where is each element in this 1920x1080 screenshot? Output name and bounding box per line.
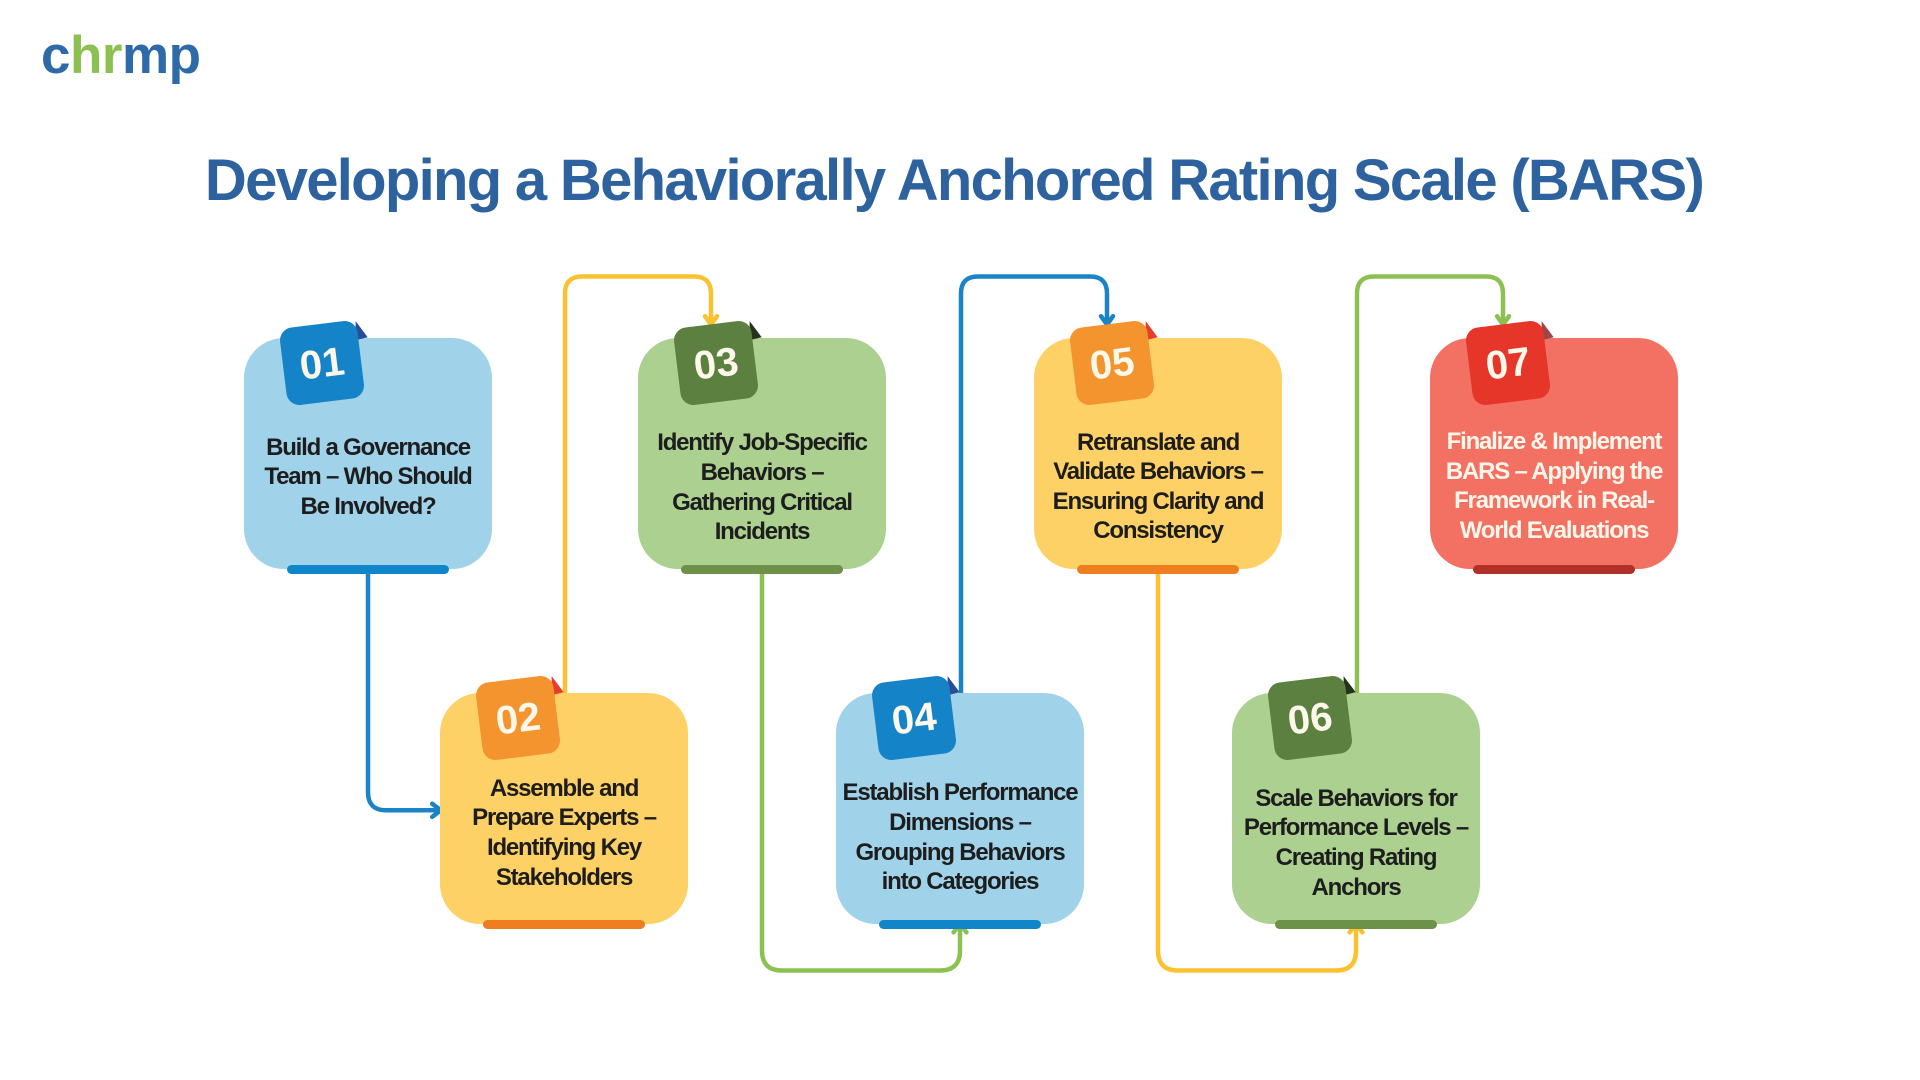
svg-text:03: 03 (691, 339, 741, 388)
svg-text:04: 04 (889, 694, 939, 743)
svg-text:01: 01 (297, 339, 347, 388)
svg-text:07: 07 (1483, 339, 1533, 388)
svg-text:05: 05 (1087, 339, 1137, 388)
svg-text:06: 06 (1285, 694, 1335, 743)
svg-text:02: 02 (493, 694, 543, 743)
